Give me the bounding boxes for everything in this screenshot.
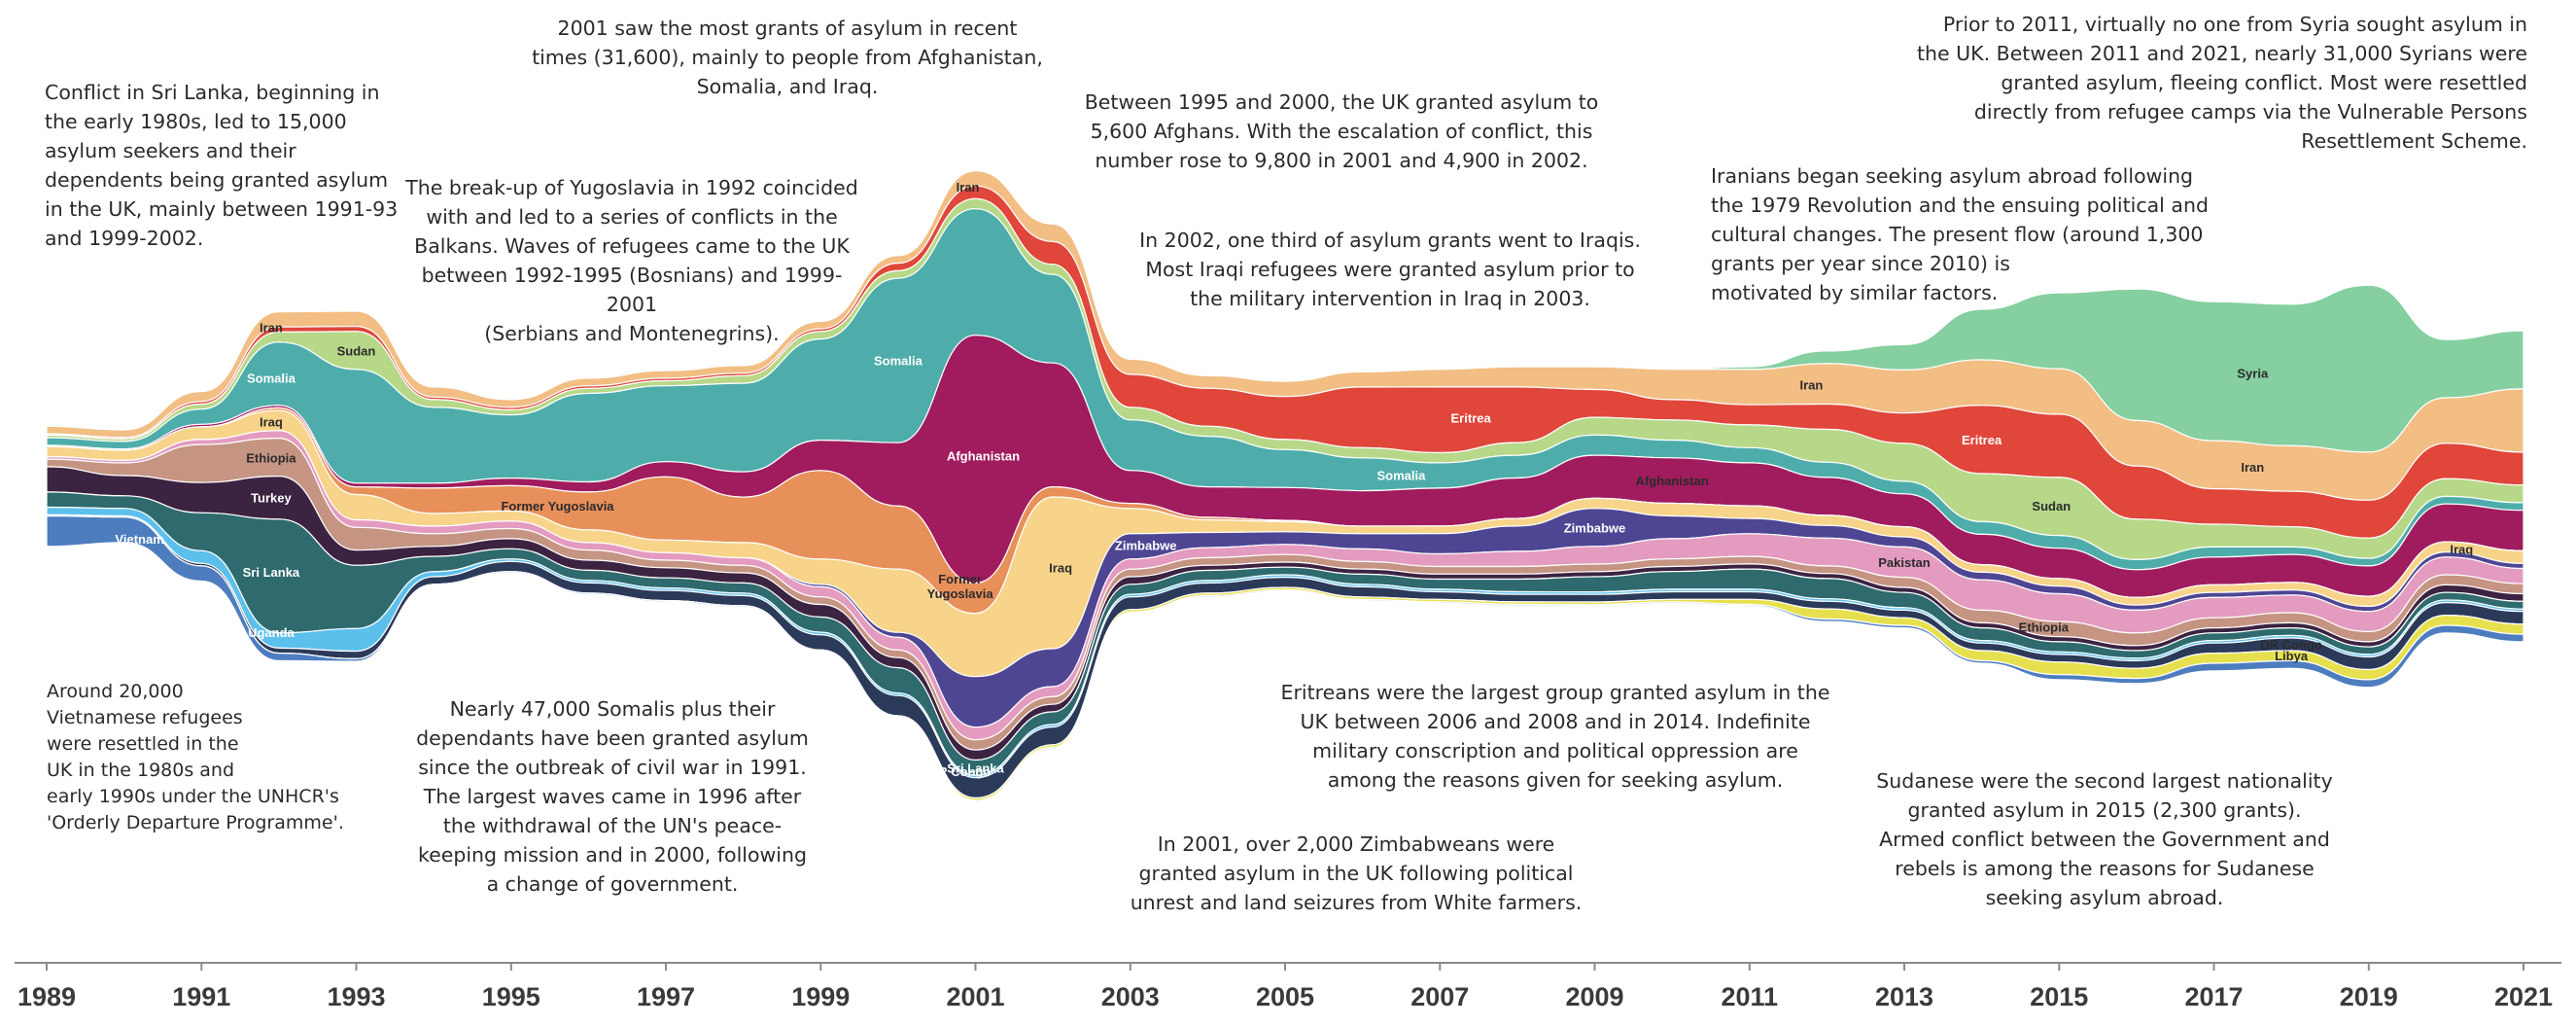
x-tick-label: 1997: [637, 982, 695, 1011]
x-tick-label: 2019: [2340, 982, 2398, 1011]
x-tick-label: 2007: [1410, 982, 1469, 1011]
stream-label: Iran: [2241, 460, 2264, 475]
stream-label: Ethiopia: [246, 451, 296, 466]
x-tick-label: 1989: [17, 982, 76, 1011]
stream-label: Former Yugoslavia: [501, 499, 614, 514]
annotation-sudanese: Sudanese were the second largest nationa…: [1876, 769, 2333, 909]
stream-label: Pakistan: [1878, 555, 1931, 570]
stream-label: Uganda: [248, 625, 295, 640]
stream-label: Somalia: [874, 354, 923, 369]
stream-label: Iraq: [2450, 543, 2473, 557]
x-tick-label: 2009: [1565, 982, 1623, 1011]
annotation-zimbabweans: In 2001, over 2,000 Zimbabweans were gra…: [1130, 832, 1583, 914]
stream-label: Eritrea: [1962, 433, 2002, 447]
stream-label: Sri Lanka: [947, 761, 1004, 775]
x-tick-label: 2005: [1256, 982, 1314, 1011]
stream-label: Iran: [957, 180, 980, 195]
stream-label: Sudan: [2032, 499, 2071, 514]
x-tick-label: 2021: [2494, 982, 2553, 1011]
stream-label: Iran: [1799, 377, 1823, 392]
annotation-2001-grants: 2001 saw the most grants of asylum in re…: [532, 17, 1043, 98]
x-tick-label: 2011: [1722, 982, 1779, 1011]
stream-label: Sri Lanka: [243, 565, 300, 580]
stream-vietnam: [46, 514, 2524, 803]
x-tick-label: 1993: [327, 982, 385, 1011]
x-tick-label: 1991: [172, 982, 230, 1011]
stream-label: Turkey: [251, 491, 292, 506]
x-tick-label: 1995: [482, 982, 540, 1011]
annotation-iraqis: In 2002, one third of asylum grants went…: [1139, 229, 1641, 310]
annotation-syria: Prior to 2011, virtually no one from Syr…: [1916, 13, 2527, 153]
stream-label: Iraq: [260, 415, 283, 430]
stream-label: Sudan: [337, 343, 376, 358]
annotation-sri-lanka: Conflict in Sri Lanka, beginning in the …: [45, 81, 399, 250]
stream-label: Somalia: [247, 372, 296, 386]
stream-label: Eritrea: [1450, 411, 1491, 426]
annotation-somalis: Nearly 47,000 Somalis plus their dependa…: [416, 697, 809, 896]
stream-label: Zimbabwe: [1564, 520, 1626, 535]
stream-label: Afghanistan: [1636, 474, 1709, 488]
x-tick-label: 2001: [946, 982, 1004, 1011]
x-tick-label: 2015: [2030, 982, 2088, 1011]
stream-label: DR Congo: [2260, 638, 2322, 653]
stream-label: Afghanistan: [947, 449, 1020, 464]
stream-label: Former Yugoslavia: [927, 572, 994, 601]
x-tick-label: 1999: [791, 982, 850, 1011]
x-axis-ticks: 1989 1991 1993 1995 1997 1999 2001 2003 2005 2007…: [17, 963, 2553, 1011]
stream-label: Libya: [2275, 649, 2309, 663]
stream-layers: [46, 170, 2524, 803]
annotation-iranians: Iranians began seeking asylum abroad fol…: [1711, 164, 2209, 304]
x-tick-label: 2017: [2184, 982, 2243, 1011]
x-tick-label: 2013: [1875, 982, 1933, 1011]
stream-label: Zimbabwe: [1115, 538, 1177, 552]
stream-labels: Vietnam Sri Lanka Somalia Ethiopia Turkey Sud…: [115, 180, 2473, 779]
annotation-vietnam: Around 20,000 Vietnamese refugees were r…: [47, 681, 344, 833]
x-tick-label: 2003: [1101, 982, 1160, 1011]
stream-label: Syria: [2237, 367, 2269, 381]
annotation-yugoslavia: The break-up of Yugoslavia in 1992 coinc…: [405, 176, 858, 345]
stream-label: Somalia: [1376, 468, 1426, 482]
stream-label: Iraq: [1049, 561, 1072, 576]
stream-label: DR Congo: [929, 764, 992, 779]
stream-label: Iran: [260, 320, 283, 335]
stream-label: Vietnam: [115, 532, 163, 547]
annotation-eritreans: Eritreans were the largest group granted…: [1280, 681, 1830, 792]
stream-label: Ethiopia: [2019, 620, 2070, 634]
annotation-afghans: Between 1995 and 2000, the UK granted as…: [1084, 90, 1599, 172]
